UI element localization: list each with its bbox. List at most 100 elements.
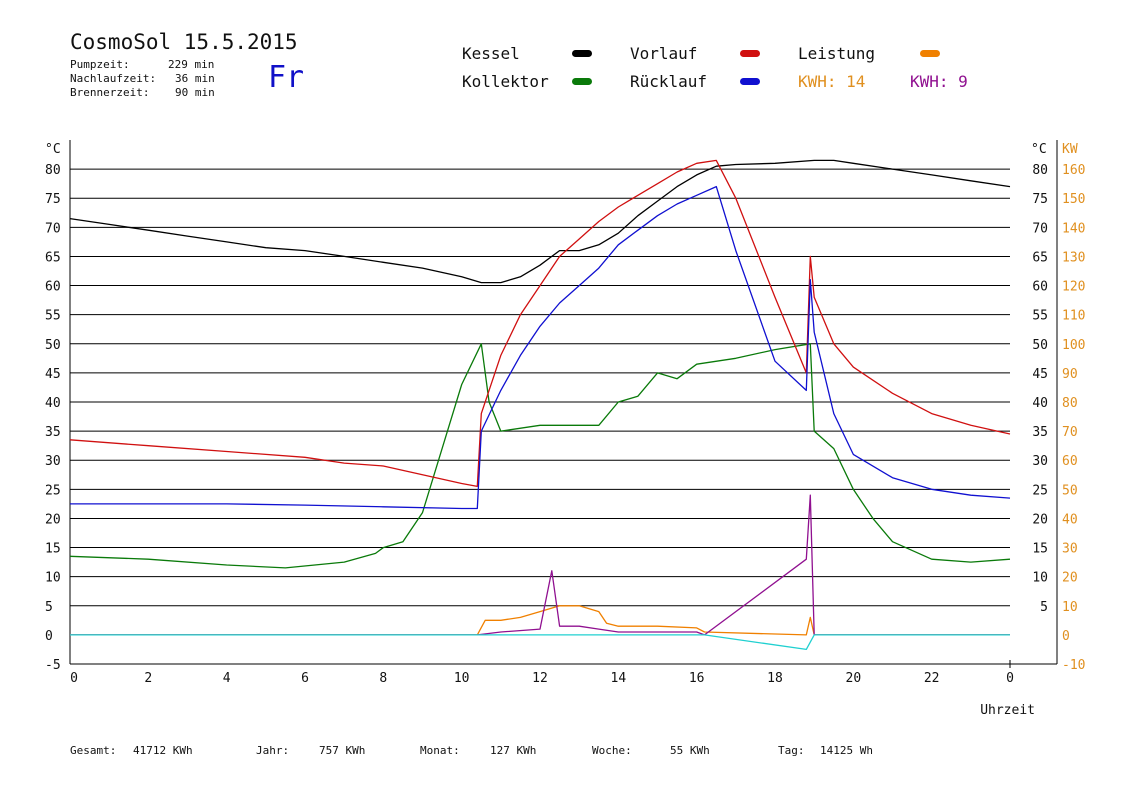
y-tick-label: 30: [45, 454, 61, 469]
y2-tick-label: 110: [1062, 309, 1085, 324]
x-tick-label: 8: [379, 671, 387, 686]
footer-tag-label: Tag:: [778, 744, 805, 757]
x-tick-label: 10: [454, 671, 470, 686]
series-line-leistung: [70, 605, 1010, 636]
y-tick-label: 25: [45, 483, 61, 498]
series-line-vorlauf: [69, 159, 1011, 488]
stat-pumpzeit-value: 229 min: [168, 58, 215, 71]
y-tick-label: 60: [45, 280, 61, 295]
y-right-tick-label: 20: [1032, 512, 1048, 527]
y2-tick-label: 30: [1062, 542, 1078, 557]
stat-pumpzeit-label: Pumpzeit:: [70, 58, 130, 71]
footer-woche-label: Woche:: [592, 744, 632, 757]
y2-tick-label: 20: [1062, 571, 1078, 586]
y-axis-unit-left: °C: [45, 142, 61, 157]
y-right-tick-label: 75: [1032, 192, 1048, 207]
y-tick-label: 70: [45, 221, 61, 236]
y2-tick-label: 160: [1062, 163, 1085, 178]
y2-tick-label: 70: [1062, 425, 1078, 440]
y-right-tick-label: 10: [1032, 571, 1048, 586]
weekday-label: Fr: [268, 60, 305, 95]
x-tick-label: 0: [70, 671, 78, 686]
x-tick-label: 12: [532, 671, 548, 686]
legend-leistung-label: Leistung: [798, 44, 876, 63]
series-line-kessel: [69, 159, 1011, 284]
y2-axis-unit: KW: [1062, 142, 1078, 157]
footer-woche-value: 55 KWh: [670, 744, 710, 757]
y2-tick-label: 60: [1062, 454, 1078, 469]
x-tick-label: 6: [301, 671, 309, 686]
stat-brennerzeit-value: 90 min: [175, 86, 215, 99]
x-tick-label: 2: [144, 671, 152, 686]
y2-tick-label: 80: [1062, 396, 1078, 411]
stat-nachlaufzeit-value: 36 min: [175, 72, 215, 85]
y2-tick-label: 150: [1062, 192, 1085, 207]
stat-brennerzeit-label: Brennerzeit:: [70, 86, 150, 99]
series-line-kwh: [70, 494, 1010, 636]
legend-ruecklauf-swatch: [740, 78, 760, 85]
x-tick-label: 20: [846, 671, 862, 686]
x-tick-label: 16: [689, 671, 705, 686]
footer-monat-label: Monat:: [420, 744, 460, 757]
y2-tick-label: 130: [1062, 250, 1085, 265]
y-right-tick-label: 80: [1032, 163, 1048, 178]
x-tick-label: 14: [611, 671, 627, 686]
y-tick-label: 40: [45, 396, 61, 411]
legend-leistung-swatch: [920, 50, 940, 57]
chart-title: CosmoSol 15.5.2015: [70, 30, 298, 54]
y2-tick-label: 10: [1062, 600, 1078, 615]
y-tick-label: 80: [45, 163, 61, 178]
y2-tick-label: 90: [1062, 367, 1078, 382]
y-right-tick-label: 70: [1032, 221, 1048, 236]
y-right-tick-label: 40: [1032, 396, 1048, 411]
y-right-tick-label: 55: [1032, 309, 1048, 324]
y-right-tick-label: 35: [1032, 425, 1048, 440]
series-line-rcklauf: [70, 185, 1011, 510]
y-tick-label: 75: [45, 192, 61, 207]
y-right-tick-label: 5: [1040, 600, 1048, 615]
y2-tick-label: 100: [1062, 338, 1085, 353]
legend-kollektor-label: Kollektor: [462, 72, 549, 91]
y2-tick-label: -10: [1062, 658, 1085, 673]
y-tick-label: 65: [45, 250, 61, 265]
series-line-kollektor: [69, 343, 1011, 569]
legend-vorlauf-swatch: [740, 50, 760, 57]
legend-kwh-second: KWH: 9: [910, 72, 968, 91]
y-tick-label: 15: [45, 542, 61, 557]
y-right-tick-label: 25: [1032, 483, 1048, 498]
y-tick-label: 5: [45, 600, 53, 615]
y2-tick-label: 140: [1062, 221, 1085, 236]
y-tick-label: 55: [45, 309, 61, 324]
y-right-tick-label: 60: [1032, 280, 1048, 295]
legend-ruecklauf-label: Rücklauf: [630, 72, 708, 91]
footer-monat-value: 127 KWh: [490, 744, 537, 757]
y-right-tick-label: 50: [1032, 338, 1048, 353]
y-tick-label: 0: [45, 629, 53, 644]
y-right-tick-label: 30: [1032, 454, 1048, 469]
y-right-tick-label: 45: [1032, 367, 1048, 382]
y-tick-label: 50: [45, 338, 61, 353]
x-axis-label: Uhrzeit: [980, 703, 1035, 718]
y-tick-label: 45: [45, 367, 61, 382]
series-line-pumpe: [70, 634, 1010, 651]
y-right-tick-label: 15: [1032, 542, 1048, 557]
y-axis-unit-right: °C: [1031, 142, 1047, 157]
footer-gesamt-label: Gesamt:: [70, 744, 117, 757]
y2-tick-label: 120: [1062, 280, 1085, 295]
y-tick-label: 20: [45, 512, 61, 527]
x-tick-label: 22: [924, 671, 940, 686]
footer-tag-value: 14125 Wh: [820, 744, 873, 757]
footer-gesamt-value: 41712 KWh: [133, 744, 193, 757]
y2-tick-label: 40: [1062, 512, 1078, 527]
legend-kollektor-swatch: [572, 78, 592, 85]
stat-nachlaufzeit-label: Nachlaufzeit:: [70, 72, 157, 85]
legend-kessel-label: Kessel: [462, 44, 520, 63]
x-tick-label: 4: [223, 671, 231, 686]
legend-vorlauf-label: Vorlauf: [630, 44, 698, 63]
legend-kessel-swatch: [572, 50, 592, 57]
x-tick-label: 0: [1006, 671, 1014, 686]
y-right-tick-label: 65: [1032, 250, 1048, 265]
legend-kwh-total: KWH: 14: [798, 72, 866, 91]
y-tick-label: -5: [45, 658, 61, 673]
